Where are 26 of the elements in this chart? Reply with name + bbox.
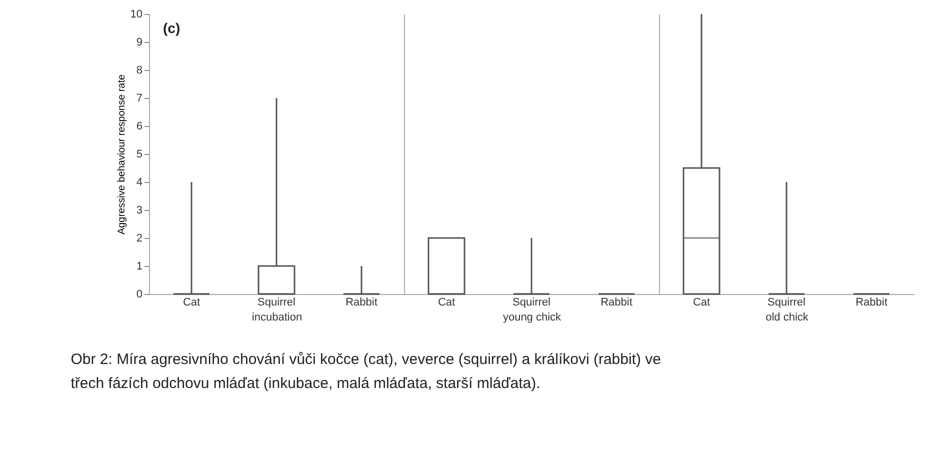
x-tick-label: Rabbit <box>856 296 888 308</box>
x-axis-title: old chick <box>766 312 809 324</box>
x-axis-title: incubation <box>252 312 302 324</box>
y-tick-label: 3 <box>136 204 142 216</box>
annotation: (c) <box>163 20 180 36</box>
x-tick-label: Rabbit <box>600 296 632 308</box>
x-tick-label: Cat <box>182 296 200 308</box>
text: Obr 2: Míra agresivního chování vůči kočce (cat), veverce (squirrel) a králíkovi (rabbit) ve třech fázích odchovu mláďat (inkubace, malá mláďata, starší mláďata). <box>70 351 661 392</box>
y-tick-label: 0 <box>136 288 142 300</box>
y-tick-label: 5 <box>136 148 142 160</box>
y-tick-label: 2 <box>136 232 142 244</box>
y-tick-label: 1 <box>136 260 142 272</box>
x-tick-label: Rabbit <box>346 296 378 308</box>
x-tick-label: Cat <box>692 296 710 308</box>
y-tick-label: 9 <box>136 36 142 48</box>
x-axis-title: young chick <box>502 312 562 324</box>
y-tick-label: 10 <box>130 8 142 20</box>
y-tick-label: 7 <box>136 92 142 104</box>
x-tick-label: Squirrel <box>768 296 806 308</box>
x-tick-label: Squirrel <box>258 296 296 308</box>
x-tick-label: Squirrel <box>512 296 550 308</box>
y-tick-label: 8 <box>136 64 142 76</box>
y-tick-label: 4 <box>136 176 142 188</box>
y-tick-label: 6 <box>136 120 142 132</box>
x-tick-label: Cat <box>438 296 456 308</box>
y-axis-title: Aggressive behaviour response rate <box>116 74 128 235</box>
